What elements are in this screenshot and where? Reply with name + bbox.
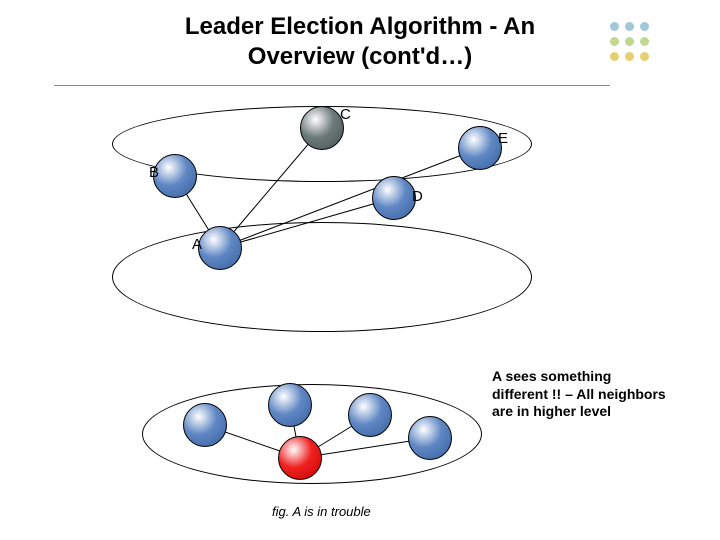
node-bottom-3 (408, 416, 452, 460)
node-bottom-1 (268, 383, 312, 427)
node-C (300, 106, 344, 150)
node-label-B: B (149, 164, 159, 181)
diagram-nodes-layer: B C D E A (0, 0, 720, 540)
node-label-A: A (192, 236, 202, 253)
node-A (198, 226, 242, 270)
figure-caption: fig. A is in trouble (272, 504, 371, 519)
node-bottom-0 (183, 403, 227, 447)
node-D (372, 176, 416, 220)
annotation-line: different !! – All neighbors (492, 386, 666, 402)
annotation-text: A sees something different !! – All neigh… (492, 368, 666, 421)
node-B (153, 154, 197, 198)
node-bottom-4 (278, 436, 322, 480)
annotation-line: are in higher level (492, 403, 611, 419)
node-label-C: C (340, 106, 351, 123)
annotation-line: A sees something (492, 368, 611, 384)
node-label-D: D (412, 188, 423, 205)
node-bottom-2 (348, 393, 392, 437)
node-E (458, 126, 502, 170)
node-label-E: E (498, 130, 508, 147)
